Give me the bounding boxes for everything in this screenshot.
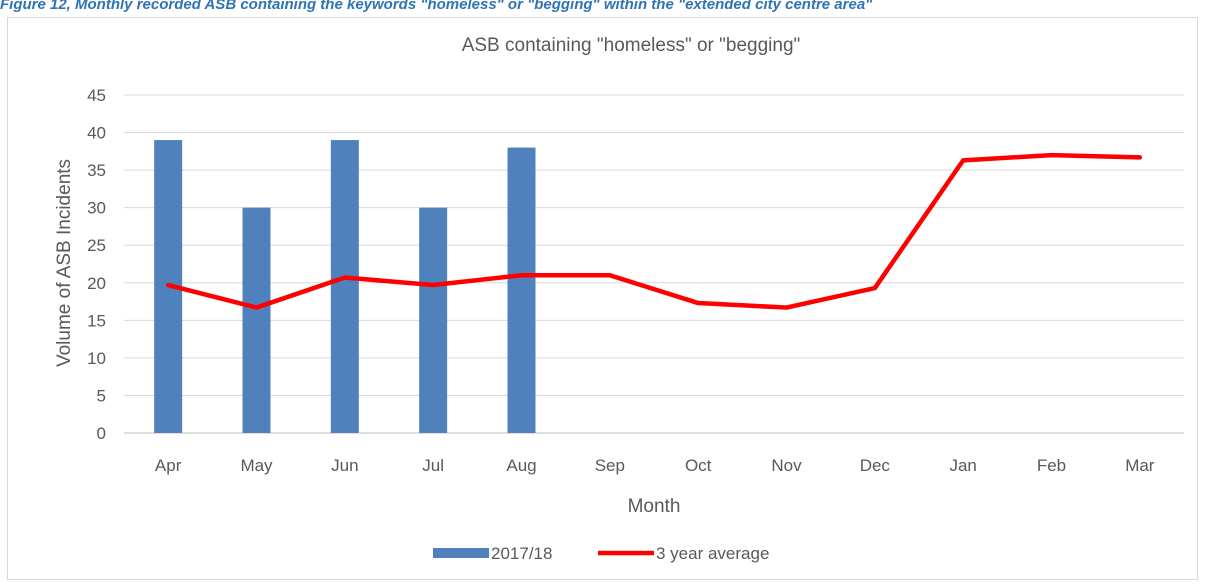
- x-tick-label: Nov: [771, 456, 802, 475]
- y-tick-label: 15: [87, 311, 106, 330]
- x-tick-label: Jun: [331, 456, 358, 475]
- bar: [419, 207, 448, 433]
- x-tick-label: Jul: [422, 456, 444, 475]
- y-tick-label: 0: [97, 424, 106, 443]
- bar: [242, 207, 271, 433]
- chart-title: ASB containing "homeless" or "begging": [462, 35, 801, 56]
- y-tick-label: 40: [87, 124, 106, 143]
- x-tick-label: Oct: [685, 456, 712, 475]
- y-tick-label: 30: [87, 199, 106, 218]
- x-axis-label: Month: [628, 496, 681, 517]
- x-tick-label: Feb: [1037, 456, 1066, 475]
- series-line: [165, 152, 1143, 310]
- legend-label: 3 year average: [656, 544, 769, 563]
- legend-swatch-bar: [433, 548, 489, 558]
- y-tick-label: 20: [87, 274, 106, 293]
- x-tick-label: May: [240, 456, 273, 475]
- y-tick-label: 10: [87, 349, 106, 368]
- x-tick-label: Dec: [860, 456, 891, 475]
- y-tick-label: 25: [87, 236, 106, 255]
- x-tick-labels: Apr May Jun Jul Aug Sep Oct Nov Dec Jan Feb Mar: [155, 456, 1155, 475]
- bar: [330, 140, 359, 434]
- y-tick-label: 35: [87, 161, 106, 180]
- line-series: [165, 152, 1143, 310]
- y-tick-labels: 0 5 10 15 20 25 30 35 40 45: [87, 86, 106, 443]
- gridlines: [124, 94, 1184, 434]
- bar: [507, 147, 536, 434]
- x-tick-label: Apr: [155, 456, 182, 475]
- x-tick-label: Sep: [595, 456, 625, 475]
- x-tick-label: Jan: [949, 456, 976, 475]
- y-tick-label: 5: [97, 386, 106, 405]
- y-tick-label: 45: [87, 86, 106, 105]
- legend: 2017/18 3 year average: [433, 544, 769, 563]
- x-tick-label: Mar: [1125, 456, 1155, 475]
- figure-caption: Figure 12, Monthly recorded ASB containi…: [0, 0, 873, 13]
- y-axis-label: Volume of ASB Incidents: [54, 159, 75, 367]
- bar-series: [154, 140, 536, 434]
- legend-label: 2017/18: [491, 544, 552, 563]
- chart-area: [7, 17, 1198, 580]
- x-tick-label: Aug: [506, 456, 536, 475]
